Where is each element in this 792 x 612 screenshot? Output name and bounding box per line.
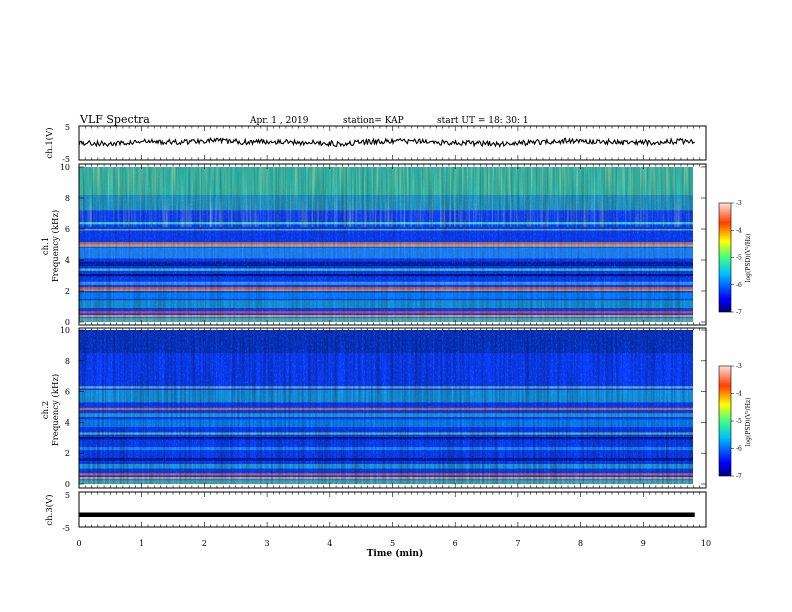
ch3-ytick-top: 5 (65, 491, 70, 500)
header-station: station= KAP (343, 116, 404, 126)
ch1-colorbar (718, 202, 732, 313)
y-tick-label: 6 (65, 225, 70, 234)
x-tick-label: 0 (76, 539, 81, 548)
figure-title: VLF Spectra (79, 113, 150, 126)
x-tick-label: 5 (390, 539, 395, 548)
ch1-ytick-bottom: -5 (62, 155, 70, 164)
colorbar-tick-label: -5 (736, 255, 742, 262)
x-axis-label: Time (min) (367, 548, 424, 559)
y-tick-label: 8 (65, 357, 70, 366)
header-date: Apr. 1 , 2019 (249, 116, 309, 126)
x-tick-label: 1 (139, 539, 144, 548)
y-tick-label: 8 (65, 194, 70, 203)
ch2-channel-label: ch.2 (41, 401, 51, 419)
ch2-colorbar-label: log(PSD)(V²/Hz) (745, 398, 752, 447)
ch1-voltage-line (78, 136, 695, 149)
colorbar-tick-label: -4 (736, 391, 742, 398)
x-tick-label: 10 (701, 539, 711, 548)
ch2-frequency-ylabel: Frequency (kHz) (50, 374, 61, 446)
ch1-voltage-panel: 5 -5 ch.1(V) (44, 123, 707, 164)
y-tick-label: 4 (65, 418, 70, 427)
x-axis-ticks (78, 126, 707, 527)
y-tick-label: 0 (65, 318, 70, 327)
x-tick-label: 9 (641, 539, 646, 548)
ch3-ytick-bottom: -5 (62, 524, 70, 533)
ch1-channel-label: ch.1 (41, 237, 51, 255)
x-tick-label: 4 (327, 539, 332, 548)
y-tick-label: 0 (65, 480, 70, 489)
y-tick-label: 4 (65, 256, 70, 265)
colorbar-tick-label: -3 (736, 200, 742, 207)
x-axis-tick-labels: 0 1 2 3 4 5 6 7 8 9 10 (76, 539, 711, 548)
x-tick-label: 6 (453, 539, 458, 548)
header-start-time: start UT = 18: 30: 1 (437, 116, 529, 126)
ch2-colorbar (718, 365, 732, 477)
colorbar-tick-label: -5 (736, 418, 742, 425)
x-tick-label: 2 (202, 539, 207, 548)
x-tick-label: 3 (265, 539, 270, 548)
ch1-ytick-top: 5 (65, 123, 70, 132)
ch1-frequency-ylabel: Frequency (kHz) (50, 210, 61, 282)
colorbar-tick-label: -7 (736, 309, 742, 316)
y-tick-label: 10 (60, 326, 70, 335)
y-tick-label: 2 (65, 287, 70, 296)
ch3-voltage-panel: 5 -5 ch.3(V) (44, 491, 707, 533)
y-tick-label: 6 (65, 388, 70, 397)
colorbar-tick-label: -4 (736, 227, 742, 234)
ch1-colorbar-label: log(PSD)(V²/Hz) (745, 234, 752, 283)
x-tick-label: 7 (515, 539, 520, 548)
x-tick-label: 8 (578, 539, 583, 548)
y-tick-label: 2 (65, 449, 70, 458)
colorbar-tick-label: -6 (736, 282, 742, 289)
colorbar-tick-label: -7 (736, 473, 742, 480)
colorbar-tick-label: -6 (736, 446, 742, 453)
colorbar-tick-label: -3 (736, 363, 742, 370)
ch3-voltage-ylabel: ch.3(V) (44, 494, 55, 525)
y-tick-label: 10 (60, 163, 70, 172)
ch1-voltage-ylabel: ch.1(V) (44, 127, 55, 158)
